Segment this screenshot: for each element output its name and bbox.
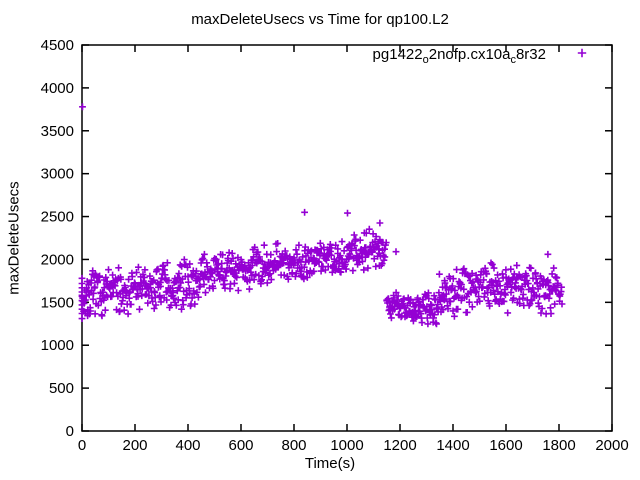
y-axis-label: maxDeleteUsecs [5, 181, 23, 295]
x-tick-labels: 0 200 400 600 800 1000 1200 1400 1600 1800 2000 [78, 437, 629, 454]
x-tick-label: 0 [78, 437, 86, 454]
y-tick-label: 1000 [41, 337, 74, 354]
x-tick-label: 1400 [436, 437, 469, 454]
legend-marker-icon [577, 48, 587, 58]
y-tick-label: 500 [49, 380, 74, 397]
x-tick-label: 2000 [595, 437, 628, 454]
legend-label-text: pg1422 [372, 46, 423, 63]
y-tick-label: 2500 [41, 209, 74, 226]
plot-border [81, 44, 613, 432]
chart-title: maxDeleteUsecs vs Time for qp100.L2 [191, 11, 449, 28]
y-ticks [82, 44, 612, 432]
x-ticks [81, 45, 613, 431]
x-axis-label: Time(s) [304, 455, 356, 472]
legend-label-subscript: o [422, 54, 429, 66]
legend-label-text: 2nofp.cx10a [428, 46, 511, 63]
y-tick-label: 3000 [41, 166, 74, 183]
y-tick-label: 4000 [41, 80, 74, 97]
x-tick-label: 600 [228, 437, 253, 454]
x-tick-label: 400 [175, 437, 200, 454]
y-tick-label: 1500 [41, 294, 74, 311]
scatter-points [78, 103, 566, 328]
x-tick-label: 1200 [383, 437, 416, 454]
legend-label: pg1422o2nofp.cx10ac8r32 [372, 46, 546, 66]
y-tick-label: 4500 [41, 37, 74, 54]
y-tick-label: 2000 [41, 251, 74, 268]
y-tick-label: 3500 [41, 123, 74, 140]
x-tick-label: 1000 [330, 437, 363, 454]
x-tick-label: 1800 [542, 437, 575, 454]
x-tick-label: 1600 [489, 437, 522, 454]
legend-label-subscript: c [510, 54, 516, 66]
y-tick-label: 0 [66, 423, 74, 440]
x-tick-label: 800 [281, 437, 306, 454]
x-tick-label: 200 [122, 437, 147, 454]
legend-label-text: 8r32 [515, 46, 546, 63]
y-tick-labels: 0 500 1000 1500 2000 2500 3000 3500 4000 4500 [41, 37, 74, 440]
